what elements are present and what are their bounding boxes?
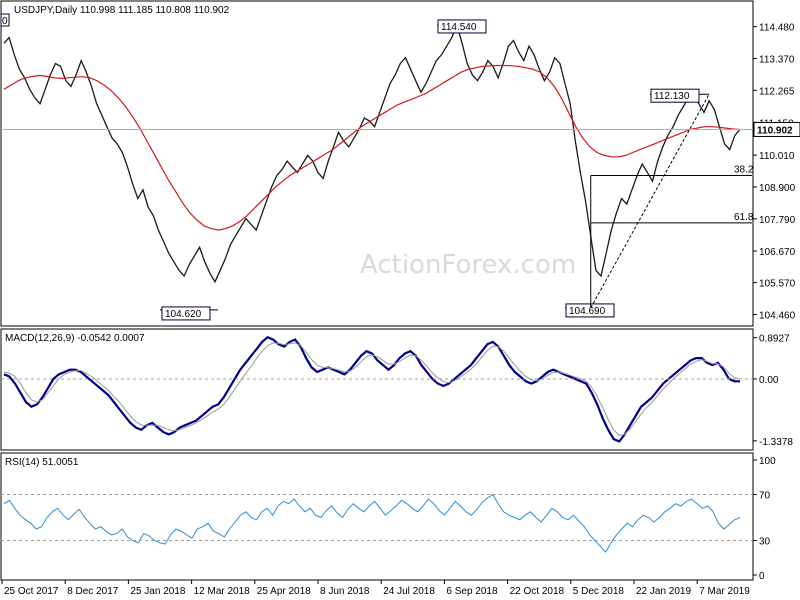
current-price-label: 110.902 — [757, 125, 793, 136]
y-tick-label: 104.460 — [759, 311, 796, 322]
y-tick-label: 0 — [759, 571, 765, 582]
x-tick-label: 6 Sep 2018 — [446, 586, 498, 597]
level-label: 104.690 — [569, 306, 606, 317]
level-label: 104.620 — [165, 309, 202, 320]
level-label: 114.540 — [441, 22, 477, 33]
x-tick-label: 25 Jan 2018 — [130, 586, 185, 597]
level-label-box — [437, 19, 487, 34]
macd-panel-title: MACD(12,26,9) -0.0542 0.0007 — [5, 333, 145, 344]
macd-panel: 0.8927 0.00 -1.3378 MACD(12,26,9) -0.0542 … — [0, 328, 793, 451]
fib-trendline — [590, 93, 710, 309]
x-tick-label: 24 Jul 2018 — [383, 586, 435, 597]
fib-level-label: 38.2 — [734, 164, 754, 175]
y-tick-label: 100 — [759, 456, 776, 467]
series-line-0 — [3, 336, 740, 443]
series-line-0 — [3, 23, 741, 284]
x-tick-label: 5 Dec 2018 — [573, 586, 625, 597]
current-price-box — [753, 121, 800, 137]
y-tick-label: 112.265 — [759, 86, 795, 97]
rsi-panel-title: RSI(14) 51.0051 — [5, 457, 79, 468]
y-tick-label: 106.670 — [759, 247, 796, 258]
left-marker-box — [0, 13, 10, 27]
level-label-box — [650, 88, 700, 103]
y-tick-label: 0.00 — [759, 375, 779, 386]
y-tick-label: -1.3378 — [759, 437, 793, 448]
series-line-1 — [3, 342, 741, 436]
rsi-panel: 100 70 30 0 RSI(14) 51.0051 — [0, 452, 776, 582]
x-tick-label: 25 Oct 2017 — [4, 586, 59, 597]
fib-level-label: 61.8 — [734, 212, 754, 223]
x-tick-label: 12 Mar 2018 — [194, 586, 251, 597]
y-tick-label: 113.370 — [759, 55, 795, 66]
x-tick-label: 22 Oct 2018 — [510, 586, 565, 597]
watermark: ActionForex.com — [360, 250, 576, 280]
rsi-panel-frame — [0, 452, 754, 581]
y-tick-label: 108.900 — [759, 183, 796, 194]
y-tick-label: 105.570 — [759, 279, 796, 290]
x-tick-label: 7 Mar 2019 — [699, 586, 750, 597]
price-panel-title: USDJPY,Daily 110.998 111.185 110.808 110… — [14, 5, 230, 16]
level-label: 112.130 — [654, 91, 690, 102]
y-tick-label: 0.8927 — [759, 334, 790, 345]
macd-panel-frame — [0, 328, 754, 451]
level-label-box — [565, 303, 615, 318]
y-tick-label: 114.480 — [759, 23, 795, 34]
y-tick-label: 30 — [759, 537, 771, 548]
level-label-box — [161, 306, 211, 321]
series-line-0 — [3, 493, 741, 553]
y-tick-label: 70 — [759, 491, 771, 502]
y-tick-label: 107.790 — [759, 215, 796, 226]
series-line-1 — [3, 64, 741, 231]
x-tick-label: 22 Jan 2019 — [636, 586, 691, 597]
x-tick-label: 8 Jun 2018 — [320, 586, 370, 597]
x-tick-label: 8 Dec 2017 — [67, 586, 119, 597]
price-panel: ActionForex.com 114.480113.370112.265111… — [0, 0, 800, 327]
x-tick-label: 25 Apr 2018 — [257, 586, 311, 597]
y-tick-label: 110.010 — [759, 151, 795, 162]
left-marker-label: 0 — [2, 16, 8, 27]
